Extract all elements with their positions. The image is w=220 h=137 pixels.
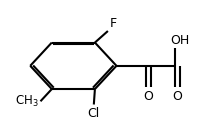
Text: F: F <box>110 17 117 30</box>
Text: O: O <box>143 90 153 103</box>
Text: Cl: Cl <box>88 107 100 120</box>
Text: OH: OH <box>170 34 189 47</box>
Text: CH$_3$: CH$_3$ <box>15 94 38 109</box>
Text: O: O <box>172 90 182 103</box>
